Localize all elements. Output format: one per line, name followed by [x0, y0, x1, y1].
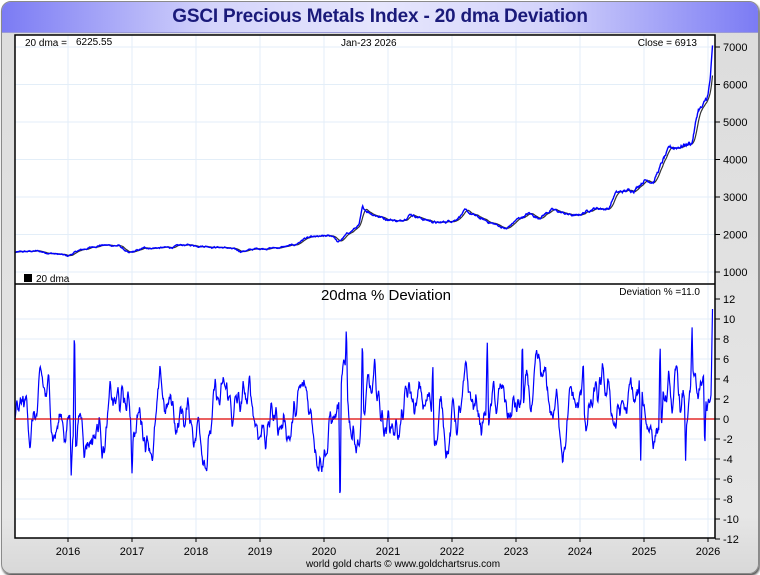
- deviation-tick-label: 10: [723, 314, 735, 326]
- deviation-tick-label: 2: [723, 394, 729, 406]
- x-tick-label: 2024: [568, 546, 592, 558]
- deviation-axis-labels: -12 -10 -8 -6 -4 -2 0 2 4 6 8 10 12: [723, 294, 739, 546]
- deviation-tick-label: 8: [723, 334, 729, 346]
- deviation-tick-label: 12: [723, 294, 735, 306]
- x-tick-label: 2018: [184, 546, 208, 558]
- deviation-tick-label: -10: [723, 514, 739, 526]
- price-series: [14, 45, 714, 258]
- price-tick-label: 2000: [723, 230, 747, 242]
- title-bar: GSCI Precious Metals Index - 20 dma Devi…: [2, 2, 758, 33]
- price-tick-label: 7000: [723, 42, 747, 54]
- axis-ticks: [67, 46, 720, 542]
- price-tick-label: 3000: [723, 192, 747, 204]
- deviation-tick-label: 4: [723, 374, 729, 386]
- price-tick-label: 4000: [723, 155, 747, 167]
- price-tick-label: 1000: [723, 267, 747, 279]
- deviation-series: [14, 308, 715, 494]
- x-tick-label: 2023: [504, 546, 528, 558]
- deviation-line: [14, 308, 714, 494]
- deviation-tick-label: 0: [723, 414, 729, 426]
- deviation-tick-label: -8: [723, 494, 733, 506]
- legend-label-20dma: 20 dma: [36, 274, 70, 285]
- price-tick-label: 6000: [723, 80, 747, 92]
- deviation-tick-label: -6: [723, 474, 733, 486]
- x-tick-label: 2025: [632, 546, 656, 558]
- x-tick-label: 2017: [120, 546, 144, 558]
- deviation-tick-label: -4: [723, 454, 733, 466]
- dma-value: 6225.55: [76, 37, 113, 48]
- date-label: Jan-23 2026: [341, 38, 397, 49]
- deviation-tick-label: 6: [723, 354, 729, 366]
- price-axis-labels: 1000 2000 3000 4000 5000 6000 7000: [723, 42, 747, 279]
- x-tick-label: 2026: [696, 546, 720, 558]
- x-tick-label: 2020: [312, 546, 336, 558]
- legend-swatch-20dma: [24, 274, 32, 282]
- deviation-value-label: Deviation % =11.0: [619, 287, 700, 298]
- footer-credit: world gold charts © www.goldchartsrus.co…: [305, 559, 500, 570]
- dma-label: 20 dma =: [25, 38, 67, 49]
- x-tick-label: 2022: [440, 546, 464, 558]
- deviation-tick-label: -12: [723, 534, 739, 546]
- close-line: [14, 45, 714, 258]
- x-tick-label: 2016: [56, 546, 80, 558]
- chart-title: GSCI Precious Metals Index - 20 dma Devi…: [172, 6, 588, 27]
- plot-border: [14, 34, 716, 539]
- x-tick-label: 2019: [248, 546, 272, 558]
- x-tick-label: 2021: [376, 546, 400, 558]
- year-axis-labels: 2016 2017 2018 2019 2020 2021 2022 2023 2024 2025…: [56, 546, 720, 558]
- deviation-panel-title: 20dma % Deviation: [321, 287, 451, 304]
- close-label: Close = 6913: [638, 38, 698, 49]
- deviation-tick-label: -2: [723, 434, 733, 446]
- price-tick-label: 5000: [723, 117, 747, 129]
